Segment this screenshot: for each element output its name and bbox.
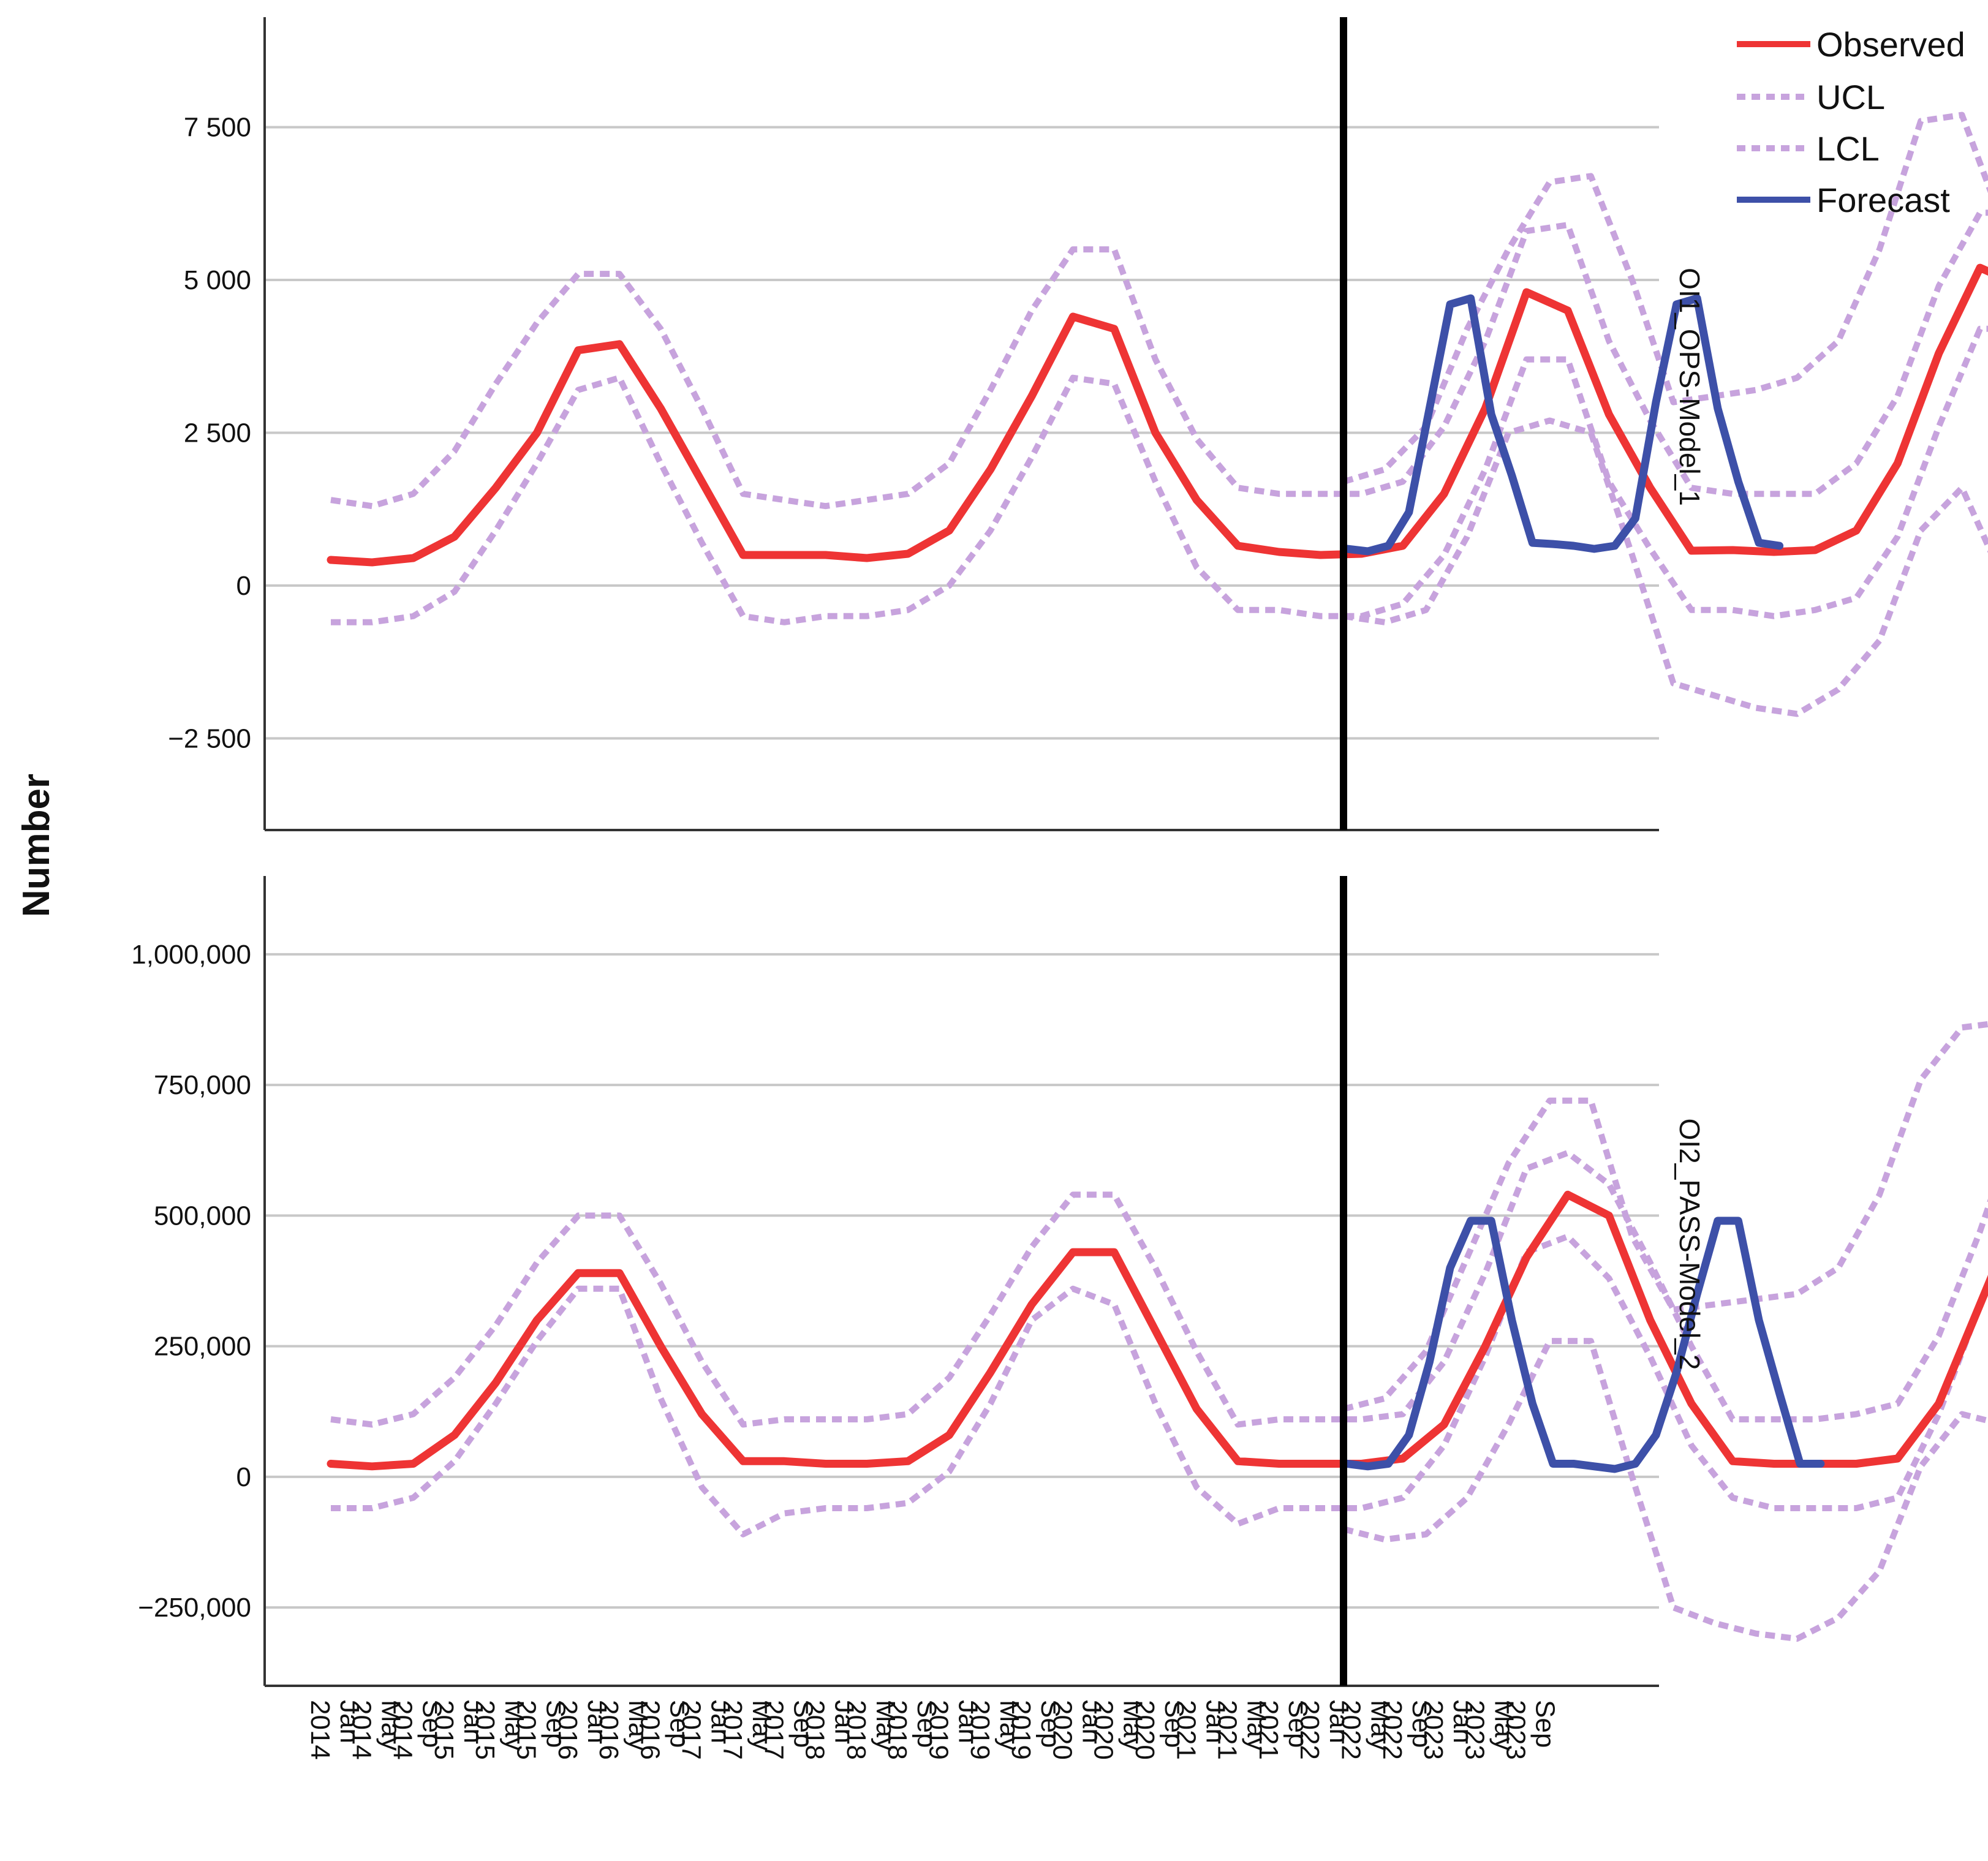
series-observed: [327, 263, 1988, 567]
y-tick-label: 500,000: [154, 1201, 251, 1231]
y-tick-label: 0: [236, 571, 251, 601]
x-tick-label: Sep2020: [1130, 1700, 1189, 1760]
x-tick-label: May2014: [346, 1700, 406, 1760]
series-ucl-forecast: [1342, 1021, 1988, 1412]
x-tick-label: Sep2017: [758, 1700, 818, 1760]
series-lcl: [331, 325, 1988, 625]
y-tick-label: −2 500: [168, 723, 251, 753]
series-forecast: [1343, 294, 1784, 556]
x-tick-label: May2020: [1089, 1700, 1148, 1760]
series-ucl-forecast: [1342, 111, 1988, 485]
legend-label-lcl: LCL: [1816, 129, 1880, 168]
y-tick-label: 7 500: [184, 113, 251, 143]
x-tick-label: May2018: [841, 1700, 901, 1760]
x-tick-label: May2023: [1459, 1700, 1519, 1760]
x-tick-label: Jan2019: [924, 1700, 983, 1760]
y-tick-label: 250,000: [154, 1332, 251, 1362]
x-tick-label: Sep2021: [1253, 1700, 1313, 1760]
x-tick-label: Sep2023: [1501, 1700, 1560, 1760]
panel-label: OI1_OPS-Model_1: [1674, 268, 1706, 506]
x-tick-label: Sep2018: [882, 1700, 942, 1760]
panel-oi1-ops-model-1: −2 500 0 2 500 5 000 7 500 OI1_OPS-Model_1: [168, 17, 1988, 831]
x-tick-label: Jan2015: [429, 1700, 488, 1760]
x-tick-label: Jan2021: [1171, 1700, 1230, 1760]
series-forecast: [1343, 1217, 1825, 1473]
panel-label: OI2_PASS-Model_2: [1674, 1119, 1706, 1370]
y-tick-label: 1,000,000: [131, 940, 251, 970]
x-tick-label: Jan2018: [800, 1700, 860, 1760]
x-tick-label: Sep2019: [1006, 1700, 1065, 1760]
series-lcl: [331, 1233, 1988, 1538]
x-tick-label: May2017: [717, 1700, 777, 1760]
series-observed: [327, 1190, 1988, 1471]
series-lcl-forecast: [1342, 1338, 1988, 1642]
x-tick-label: Jan2016: [553, 1700, 612, 1760]
y-axis-label: Number: [15, 774, 58, 917]
x-tick-label: Jan2023: [1418, 1700, 1478, 1760]
x-tick-label: May2019: [965, 1700, 1024, 1760]
legend-label-forecast: Forecast: [1816, 181, 1950, 219]
x-axis-ticks: Jan2014 May2014 Sep2014 Jan2015 May2015 Sep20…: [305, 1700, 1560, 1760]
x-tick-label: Sep2014: [388, 1700, 447, 1760]
x-tick-label: Sep2016: [635, 1700, 694, 1760]
panel-oi2-pass-model-2: −250,000 0 250,000 500,000 750,000 1,000,000 O…: [131, 876, 1988, 1687]
x-tick-label: May2022: [1336, 1700, 1396, 1760]
x-tick-label: Sep2022: [1377, 1700, 1437, 1760]
x-tick-label: Jan2014: [305, 1700, 365, 1760]
legend-label-ucl: UCL: [1816, 78, 1885, 116]
y-tick-label: 5 000: [184, 265, 251, 295]
legend-label-observed: Observed: [1816, 25, 1965, 64]
x-tick-label: May2015: [470, 1700, 529, 1760]
x-tick-label: May2021: [1212, 1700, 1272, 1760]
x-tick-label: Jan2022: [1294, 1700, 1354, 1760]
y-tick-label: 2 500: [184, 418, 251, 448]
x-tick-label: Jan2020: [1047, 1700, 1106, 1760]
series-ucl: [330, 1150, 1988, 1428]
x-tick-label: Sep2015: [512, 1700, 571, 1760]
y-tick-label: 750,000: [154, 1070, 251, 1100]
legend: Observed UCL LCL Forecast: [1737, 25, 1965, 219]
y-tick-label: 0: [236, 1462, 251, 1492]
series-lcl-forecast: [1343, 417, 1988, 717]
x-tick-label: Jan2017: [676, 1700, 736, 1760]
y-tick-label: −250,000: [138, 1593, 251, 1623]
x-tick-label: May2016: [594, 1700, 653, 1760]
